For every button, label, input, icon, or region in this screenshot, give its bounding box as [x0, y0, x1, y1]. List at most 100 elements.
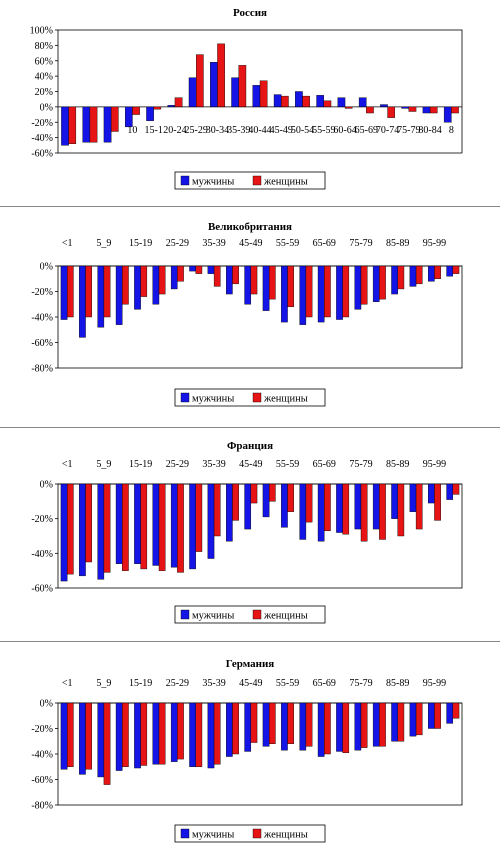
bar-women	[434, 702, 441, 729]
bar-men	[170, 483, 178, 568]
bar-men	[281, 265, 288, 323]
bar-women	[110, 106, 119, 132]
bar-women	[250, 483, 258, 504]
y-tick-label: 40%	[35, 72, 53, 83]
x-tick-label: 95-99	[423, 238, 446, 249]
bar-men	[354, 702, 362, 751]
bar-men	[446, 483, 454, 500]
bar-men	[226, 265, 233, 295]
bar-men	[97, 483, 105, 580]
bar-men	[316, 95, 324, 108]
bar-men	[189, 702, 196, 767]
bar-women	[68, 106, 77, 144]
bar-women	[287, 702, 294, 744]
bar-men	[446, 702, 454, 724]
x-tick-label: 5_9	[96, 238, 111, 249]
x-tick-label: 25-29	[166, 238, 189, 249]
legend-swatch-men	[180, 609, 190, 620]
bar-women	[268, 265, 276, 300]
bar-women	[85, 265, 92, 318]
bar-men	[244, 265, 252, 305]
bar-women	[387, 106, 396, 118]
bar-women	[232, 265, 239, 285]
bar-men	[124, 106, 133, 128]
x-tick-label: 55-59	[276, 238, 299, 249]
x-tick-label: 80-84	[418, 125, 441, 136]
bar-women	[360, 265, 368, 305]
legend-box	[174, 388, 326, 407]
bar-men	[244, 702, 252, 752]
x-tick-label: 85-89	[386, 238, 409, 249]
bar-women	[259, 80, 268, 108]
legend-swatch-women	[252, 175, 262, 186]
bar-men	[446, 265, 454, 277]
bar-men	[207, 265, 215, 274]
bar-men	[134, 483, 141, 564]
bar-men	[317, 702, 325, 757]
bar-men	[79, 702, 86, 775]
bar-men	[115, 265, 123, 325]
bar-women	[250, 265, 258, 295]
bar-women	[397, 265, 405, 290]
bar-men	[226, 702, 233, 757]
bar-men	[244, 483, 252, 530]
chart-russia: Россия 100% 80% 60% 40% 20% 0% -20% -40% -60% 10 15…	[0, 0, 500, 200]
y-tick-label: 0%	[40, 699, 53, 710]
bar-men	[299, 702, 307, 751]
x-tick-label: 25-29	[185, 125, 208, 136]
legend-label-women: женщины	[263, 177, 308, 188]
bar-men	[207, 702, 215, 769]
bar-men	[354, 265, 362, 310]
x-tick-label: 65-69	[313, 238, 336, 249]
x-tick-label: 40-44	[248, 125, 271, 136]
chart-title: Франция	[227, 440, 273, 452]
bar-women	[66, 265, 74, 318]
bar-men	[295, 91, 303, 108]
bar-women	[140, 702, 148, 766]
chart-title: Россия	[233, 7, 267, 19]
y-tick-label: -20%	[31, 118, 53, 129]
x-tick-label: 50-54	[291, 125, 314, 136]
chart-title: Германия	[226, 658, 275, 670]
chart-svg: Россия 100% 80% 60% 40% 20% 0% -20% -40% -60% 10 15…	[30, 7, 463, 190]
bar-women	[324, 483, 331, 531]
bar-women	[66, 702, 74, 767]
y-tick-label: -40%	[31, 549, 53, 560]
bar-men	[60, 483, 68, 582]
bar-women	[324, 265, 331, 318]
legend-swatch-women	[252, 828, 262, 839]
x-tick-label: 95-99	[423, 459, 446, 470]
y-tick-label: -40%	[31, 313, 53, 324]
bar-women	[305, 265, 313, 318]
bar-women	[232, 483, 239, 521]
bar-men	[103, 106, 112, 143]
bar-men	[299, 483, 307, 540]
bar-women	[140, 265, 148, 297]
y-tick-label: -20%	[31, 287, 53, 298]
bar-women	[132, 106, 140, 115]
bar-women	[366, 106, 374, 114]
bar-men	[428, 702, 435, 729]
bar-women	[302, 95, 310, 108]
bar-women	[89, 106, 98, 143]
x-tick-label: <1	[62, 678, 73, 689]
bar-men	[372, 483, 380, 530]
x-tick-label: 70-74	[376, 125, 399, 136]
legend-label-men: мужчины	[192, 394, 234, 405]
bar-men	[354, 483, 362, 530]
bar-men	[273, 94, 282, 108]
bar-women	[250, 702, 258, 743]
bar-women	[103, 265, 111, 318]
bar-women	[415, 483, 423, 530]
x-tick-label: 55-59	[312, 125, 335, 136]
bar-women	[452, 702, 460, 719]
y-tick-label: 80%	[35, 41, 53, 52]
bar-women	[344, 106, 353, 109]
bar-men	[391, 265, 398, 295]
x-tick-label: 85-89	[386, 678, 409, 689]
y-tick-label: -80%	[31, 364, 53, 375]
y-tick-label: -60%	[31, 149, 53, 160]
bar-women	[287, 265, 294, 307]
legend-label-men: мужчины	[192, 830, 234, 841]
bar-men	[97, 265, 105, 328]
